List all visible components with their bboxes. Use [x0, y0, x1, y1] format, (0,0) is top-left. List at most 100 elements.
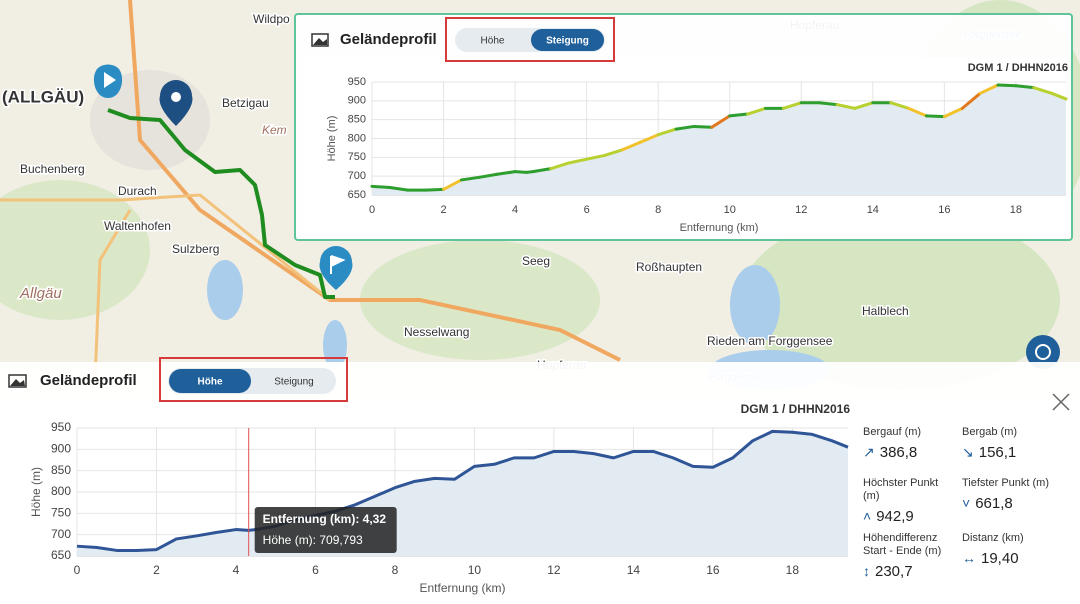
stat-icon: ↘ [962, 444, 974, 460]
toggle-label: Höhe [198, 377, 223, 388]
stat-icon: ˄ [863, 508, 872, 524]
line-segment [1050, 91, 1068, 101]
map-label: Roßhaupten [636, 260, 702, 274]
stat-value: 661,8 [975, 495, 1013, 512]
map-label: Kem [262, 123, 287, 137]
stat-value-row: ˄ 942,9 [863, 508, 955, 525]
line-segment [746, 106, 768, 116]
toggle-active [531, 29, 604, 51]
y-tick-label: 900 [51, 442, 71, 456]
x-tick-label: 12 [547, 563, 561, 577]
line-segment [656, 127, 678, 137]
map-label: Sulzberg [172, 242, 219, 256]
y-tick-label: 650 [51, 548, 71, 562]
map-label: Wildpo [253, 12, 290, 26]
x-tick-label: 18 [1010, 204, 1022, 216]
toggle-button[interactable]: Steigung [274, 377, 313, 388]
stat-label: Bergab (m) [962, 426, 1018, 438]
line-segment [889, 101, 911, 110]
forest [740, 210, 1060, 390]
tooltip-bg [254, 507, 397, 553]
stat-value-row: ↘ 156,1 [962, 444, 1054, 461]
x-axis-title: Entfernung (km) [680, 222, 759, 234]
stat-value-row: ˅ 661,8 [962, 495, 1054, 512]
map-label: Nesselwang [404, 325, 469, 339]
line-segment [620, 140, 642, 152]
line-segment [442, 178, 463, 191]
x-tick-label: 14 [627, 563, 641, 577]
x-tick-label: 2 [153, 563, 160, 577]
x-tick-label: 12 [795, 204, 807, 216]
stat-label: Bergauf (m) [863, 426, 922, 438]
lake [207, 260, 243, 320]
line-segment [459, 175, 481, 182]
y-tick-label: 950 [348, 76, 366, 88]
end-marker[interactable] [319, 246, 353, 290]
x-tick-label: 6 [312, 563, 319, 577]
y-tick-label: 800 [348, 132, 366, 144]
forest [0, 180, 150, 320]
x-tick-label: 6 [584, 204, 590, 216]
profile-icon-shape [10, 379, 25, 386]
start-marker[interactable] [93, 64, 123, 98]
x-axis-title: Entfernung (km) [419, 581, 505, 595]
y-tick-label: 750 [51, 506, 71, 520]
line-segment [585, 153, 607, 161]
x-tick-label: 10 [724, 204, 736, 216]
toggle-button[interactable]: Steigung [531, 29, 604, 51]
line-segment [907, 106, 928, 118]
stat-icon: ˅ [962, 495, 971, 511]
tooltip: Entfernung (km): 4,32 Höhe (m): 709,793 [254, 507, 397, 553]
line-segment [996, 83, 1018, 88]
x-tick-label: 0 [369, 204, 375, 216]
chart: Geländeprofil Höhe Steigung DGM 1 / DHHN201… [326, 28, 1068, 234]
x-tick-label: 10 [468, 563, 482, 577]
y-tick-label: 800 [51, 484, 71, 498]
toggle-label: Steigung [274, 377, 313, 388]
toggle-button[interactable]: Höhe [481, 36, 505, 47]
x-tick-label: 16 [706, 563, 720, 577]
line-segment [603, 148, 624, 157]
stat-value-row: ↔ 19,40 [962, 550, 1054, 567]
stat-label: Tiefster Punkt (m) [962, 477, 1049, 489]
road [93, 209, 132, 381]
line-segment [817, 101, 839, 107]
y-tick-label: 950 [51, 420, 71, 434]
panel-title: Geländeprofil [40, 372, 137, 389]
stat-value-row: ↗ 386,8 [863, 444, 955, 461]
x-tick-label: 14 [867, 204, 879, 216]
y-tick-label: 850 [51, 463, 71, 477]
stat-value: 19,40 [981, 550, 1019, 567]
tooltip-line: Höhe (m): 709,793 [263, 533, 363, 547]
toggle-active [169, 369, 251, 393]
line-segment [1014, 84, 1036, 90]
map-label: Rieden am Forggensee [707, 334, 833, 348]
map-label: Betzigau [222, 96, 269, 110]
line-segment [978, 83, 1000, 95]
lake [730, 265, 780, 345]
line-segment [960, 91, 982, 110]
line-segment [781, 101, 803, 110]
locate-button[interactable] [1026, 335, 1060, 369]
location-marker[interactable] [159, 80, 193, 126]
area [77, 431, 848, 556]
highlight-box [159, 357, 348, 402]
stat-icon: ↗ [863, 444, 875, 460]
road [0, 193, 331, 302]
x-tick-label: 8 [655, 204, 661, 216]
line-segment [710, 114, 732, 129]
map-label: Halblech [862, 304, 909, 318]
line-segment [835, 103, 857, 110]
stat: Bergauf (m) ↗ 386,8 [863, 426, 955, 461]
close-button[interactable] [1052, 393, 1070, 411]
map-label: Waltenhofen [104, 219, 171, 233]
map-label: Seeg [522, 254, 550, 268]
stat-icon: ↔ [962, 550, 976, 566]
line-segment [853, 101, 875, 110]
x-tick-label: 18 [786, 563, 800, 577]
x-tick-label: 0 [74, 563, 81, 577]
toggle-button[interactable]: Höhe [169, 369, 251, 393]
y-tick-label: 700 [51, 527, 71, 541]
stat: Distanz (km) ↔ 19,40 [962, 532, 1054, 567]
